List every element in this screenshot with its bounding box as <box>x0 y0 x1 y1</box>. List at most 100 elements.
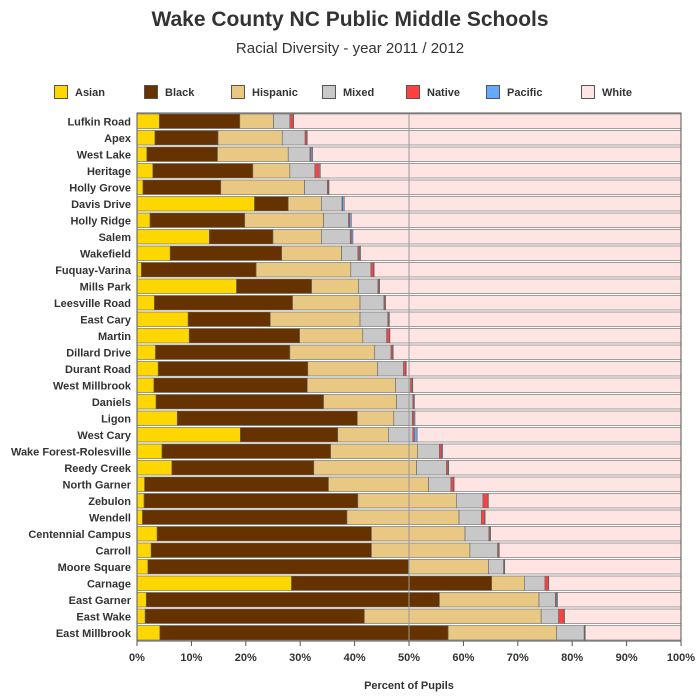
x-tick-label: 90% <box>616 652 638 664</box>
bar-black <box>240 427 339 443</box>
bar-hispanic <box>371 542 471 558</box>
bar-black <box>236 278 312 294</box>
bar-hispanic <box>217 130 283 146</box>
bar-black <box>147 559 409 575</box>
bar-mixed <box>321 196 343 212</box>
bar-mixed <box>287 146 311 162</box>
category-label: Heritage <box>87 166 131 178</box>
bar-mixed <box>281 130 306 146</box>
legend-label: Native <box>427 87 461 99</box>
category-label: West Lake <box>77 149 131 161</box>
legend-label: Asian <box>75 87 105 99</box>
category-label: Carroll <box>96 545 131 557</box>
category-label: Centennial Campus <box>28 529 131 541</box>
bar-mixed <box>417 443 440 459</box>
bar-asian <box>136 493 145 509</box>
bar-native <box>314 163 320 179</box>
bar-mixed <box>359 295 385 311</box>
category-label: Davis Drive <box>71 199 131 211</box>
bar-mixed <box>321 229 351 245</box>
bar-black <box>155 394 324 410</box>
bar-hispanic <box>281 245 342 261</box>
bar-black <box>155 344 291 360</box>
bar-white <box>343 196 682 212</box>
bar-white <box>548 575 682 591</box>
bar-hispanic <box>307 361 378 377</box>
x-tick-label: 60% <box>452 652 474 664</box>
bar-asian <box>136 229 210 245</box>
bar-hispanic <box>220 179 305 195</box>
category-label: Salem <box>99 232 132 244</box>
category-label: East Garner <box>69 595 132 607</box>
bar-asian <box>136 509 143 525</box>
category-label: Martin <box>98 331 131 343</box>
bar-mixed <box>416 460 447 476</box>
category-label: Wakefield <box>80 248 131 260</box>
category-label: Apex <box>104 133 132 145</box>
legend-label: Mixed <box>343 87 375 99</box>
bar-black <box>176 410 358 426</box>
bar-white <box>373 262 682 278</box>
bar-black <box>159 113 241 129</box>
bar-mixed <box>428 476 452 492</box>
bar-black <box>143 493 359 509</box>
bar-black <box>161 443 331 459</box>
bar-asian <box>136 179 144 195</box>
bar-pacific <box>414 427 418 443</box>
bar-mixed <box>341 245 359 261</box>
x-tick-label: 40% <box>344 652 366 664</box>
x-tick-label: 0% <box>129 652 145 664</box>
bar-asian <box>136 575 292 591</box>
bar-black <box>144 608 365 624</box>
legend-label: Hispanic <box>252 87 298 99</box>
bar-black <box>254 196 289 212</box>
bar-asian <box>136 394 157 410</box>
bar-black <box>141 262 257 278</box>
bar-native <box>386 328 390 344</box>
bar-mixed <box>358 278 379 294</box>
bar-hispanic <box>299 328 364 344</box>
bar-native <box>450 476 454 492</box>
bar-mixed <box>488 559 504 575</box>
x-tick-label: 100% <box>667 652 695 664</box>
bar-hispanic <box>287 196 322 212</box>
bar-mixed <box>396 394 414 410</box>
bar-asian <box>136 295 155 311</box>
bar-asian <box>136 625 161 641</box>
bar-asian <box>136 608 146 624</box>
bar-white <box>385 295 682 311</box>
bar-mixed <box>362 328 387 344</box>
bar-asian <box>136 476 145 492</box>
bar-asian <box>136 542 152 558</box>
bar-asian <box>136 262 142 278</box>
bar-mixed <box>374 344 392 360</box>
x-tick-label: 80% <box>561 652 583 664</box>
bar-asian <box>136 361 159 377</box>
bar-mixed <box>540 608 559 624</box>
bar-black <box>154 130 219 146</box>
legend-swatch <box>54 85 68 99</box>
bar-hispanic <box>357 493 457 509</box>
bar-asian <box>136 212 151 228</box>
bar-mixed <box>350 262 372 278</box>
bar-hispanic <box>357 410 395 426</box>
bar-hispanic <box>289 344 376 360</box>
bar-hispanic <box>255 262 352 278</box>
bar-asian <box>136 130 156 146</box>
category-label: Wendell <box>89 512 131 524</box>
bar-native <box>439 443 442 459</box>
bar-white <box>584 625 682 641</box>
bar-asian <box>136 377 155 393</box>
bar-native <box>481 509 485 525</box>
bar-asian <box>136 278 237 294</box>
bar-mixed <box>359 311 389 327</box>
bar-white <box>320 163 682 179</box>
bar-hispanic <box>491 575 525 591</box>
bar-mixed <box>556 625 585 641</box>
legend-swatch <box>231 85 245 99</box>
bar-hispanic <box>292 295 361 311</box>
bar-black <box>157 361 309 377</box>
chart-subtitle: Racial Diversity - year 2011 / 2012 <box>235 40 465 57</box>
bar-native <box>558 608 565 624</box>
